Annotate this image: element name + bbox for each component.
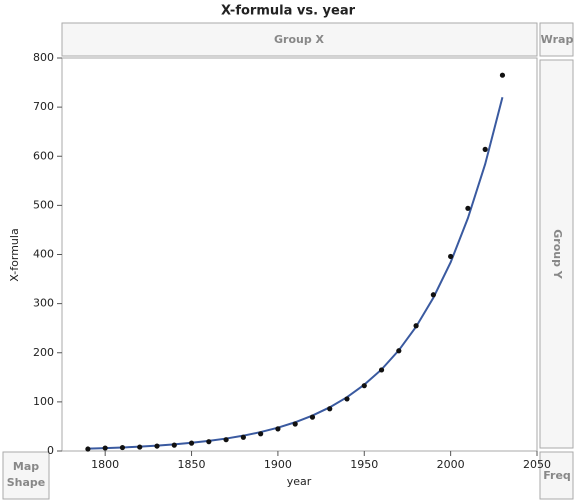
y-axis-label: X-formula	[8, 228, 21, 281]
wrap-zone[interactable]	[539, 22, 574, 57]
data-point	[85, 446, 91, 452]
data-point	[499, 72, 506, 78]
wrap-label: Wrap	[541, 33, 574, 46]
data-point	[361, 383, 367, 389]
data-point	[171, 442, 177, 448]
y-tick-label: 100	[33, 395, 54, 408]
x-tick-label: 1800	[91, 458, 119, 471]
y-tick-label: 500	[33, 198, 54, 211]
x-tick-label: 2050	[523, 458, 551, 471]
data-point	[396, 348, 402, 354]
y-tick-label: 300	[33, 297, 54, 310]
data-point	[240, 434, 246, 440]
data-point	[344, 396, 350, 402]
y-tick-label: 700	[33, 100, 54, 113]
data-point	[448, 253, 454, 260]
data-point	[119, 444, 126, 451]
group-y-zone[interactable]	[539, 59, 574, 449]
freq-label: Freq	[543, 469, 571, 482]
data-point	[430, 292, 436, 298]
data-point	[275, 426, 281, 432]
data-point	[206, 439, 212, 445]
y-tick-label: 0	[47, 444, 54, 457]
x-axis-label: year	[287, 475, 312, 488]
group-x-label: Group X	[274, 33, 325, 46]
chart-title: X-formula vs. year	[221, 4, 356, 19]
data-point	[309, 414, 316, 420]
group-x-zone[interactable]	[61, 22, 538, 57]
data-point	[188, 440, 195, 446]
x-tick-label: 1950	[350, 458, 378, 471]
data-point	[258, 431, 264, 437]
map-shape-label: Map	[13, 460, 39, 473]
x-tick-label: 1900	[264, 458, 292, 471]
data-point	[223, 437, 229, 443]
data-point	[378, 367, 385, 373]
map-shape-zone[interactable]	[2, 451, 50, 500]
data-point	[482, 146, 488, 152]
data-point	[102, 445, 108, 451]
data-point	[154, 443, 160, 449]
data-point	[292, 421, 298, 427]
y-tick-label: 800	[33, 51, 54, 64]
x-tick-label: 1850	[178, 458, 206, 471]
data-point	[465, 205, 471, 211]
y-tick-label: 400	[33, 248, 54, 261]
freq-zone[interactable]	[539, 451, 574, 500]
y-tick-label: 200	[33, 346, 54, 359]
plot-frame	[61, 57, 538, 452]
data-point	[327, 406, 333, 412]
y-tick-label: 600	[33, 149, 54, 162]
data-point	[137, 444, 143, 450]
group-y-label: Group Y	[551, 229, 564, 280]
map-shape-label: Shape	[7, 476, 46, 489]
x-tick-label: 2000	[437, 458, 465, 471]
data-point	[413, 323, 419, 329]
